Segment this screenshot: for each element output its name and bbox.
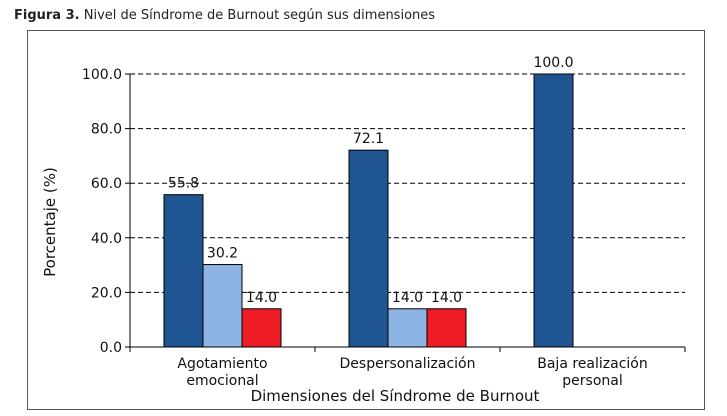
- data-label: 30.2: [207, 246, 238, 262]
- value-labels: 55.8 30.2 14.0 72.1 14.0 14.0 100.0: [168, 55, 574, 306]
- bar: [163, 194, 204, 348]
- bar: [241, 308, 282, 348]
- x-axis-title: Dimensiones del Síndrome de Burnout: [251, 387, 540, 405]
- data-label: 14.0: [392, 290, 423, 306]
- bar: [202, 264, 243, 348]
- figure-caption: Figura 3. Nivel de Síndrome de Burnout s…: [14, 8, 435, 23]
- data-label: 14.0: [246, 290, 277, 306]
- y-axis-title: Porcentaje (%): [41, 167, 59, 277]
- bar: [426, 308, 467, 348]
- y-tick-label: 40.0: [91, 231, 122, 247]
- bar: [348, 149, 389, 348]
- data-label: 55.8: [168, 176, 199, 192]
- y-tick-label: 0.0: [100, 340, 122, 356]
- bar: [533, 73, 574, 348]
- bar: [387, 308, 428, 348]
- y-tick-label: 60.0: [91, 176, 122, 192]
- data-label: 72.1: [353, 131, 384, 147]
- bars: [163, 73, 574, 348]
- data-label: 100.0: [533, 55, 573, 71]
- x-tick-label: personal: [562, 373, 622, 389]
- figure-label: Figura 3.: [14, 8, 80, 23]
- y-axis: 0.0 20.0 40.0 60.0 80.0 100.0: [82, 67, 131, 356]
- x-tick-label: Baja realización: [537, 356, 647, 372]
- x-tick-label: Despersonalización: [340, 356, 476, 372]
- y-tick-label: 100.0: [82, 67, 122, 83]
- chart-frame: [27, 30, 705, 410]
- x-tick-label: Agotamiento: [177, 356, 267, 372]
- x-tick-label: emocional: [186, 373, 258, 389]
- data-label: 14.0: [431, 290, 462, 306]
- figure-title: Nivel de Síndrome de Burnout según sus d…: [83, 8, 436, 23]
- y-tick-label: 20.0: [91, 285, 122, 301]
- y-tick-label: 80.0: [91, 122, 122, 138]
